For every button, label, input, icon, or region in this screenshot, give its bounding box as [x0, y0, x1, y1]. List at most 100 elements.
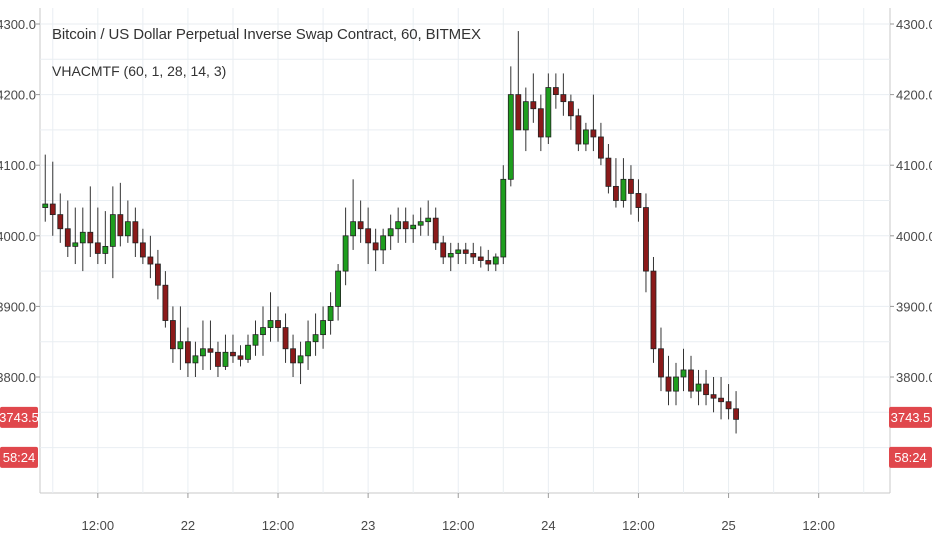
candle-body-down: [733, 408, 739, 420]
candle-body-down: [170, 320, 176, 350]
candle: [665, 355, 672, 406]
candle: [177, 306, 184, 370]
candle: [522, 87, 529, 152]
candle-body-down: [402, 221, 409, 230]
candle-body-down: [703, 383, 709, 396]
candle: [635, 179, 642, 222]
candle-body-down: [613, 185, 619, 201]
candle: [492, 253, 499, 272]
candle: [620, 158, 627, 208]
candle: [402, 207, 409, 243]
candle: [335, 264, 342, 321]
candle: [725, 384, 732, 420]
candle: [297, 341, 304, 385]
candle-body-up: [410, 224, 417, 230]
candle: [605, 144, 612, 194]
candle-body-down: [575, 115, 582, 145]
candle-body-down: [132, 221, 139, 244]
candle: [79, 207, 86, 272]
candle: [673, 362, 679, 406]
candle: [350, 179, 357, 250]
candle-body-up: [395, 221, 402, 230]
candle-body-up: [124, 221, 131, 237]
candle-body-down: [215, 351, 221, 367]
candle: [192, 341, 199, 377]
candle: [275, 306, 281, 342]
candle-body-up: [673, 376, 679, 392]
candle: [215, 341, 221, 377]
candle-body-down: [530, 101, 537, 110]
candle-body-down: [643, 207, 649, 272]
candle: [680, 348, 687, 392]
candle-body-up: [447, 253, 454, 258]
y-tick-label-left: 4300.0: [0, 17, 36, 32]
candle: [147, 235, 154, 279]
candle-body-down: [635, 193, 642, 208]
candle-body-down: [57, 214, 64, 230]
candle-body-up: [297, 355, 304, 364]
y-tick-label-right: 4300.0: [896, 17, 932, 32]
candle-body-up: [312, 334, 319, 343]
candle: [485, 249, 492, 272]
candle: [260, 306, 266, 356]
candle: [185, 327, 191, 377]
candle-body-down: [237, 355, 244, 360]
candle: [447, 242, 454, 272]
y-tick-label-left: 3900.0: [0, 299, 36, 314]
x-tick-label: 12:00: [622, 518, 655, 533]
candle: [710, 377, 717, 413]
candle-body-down: [485, 260, 492, 265]
candle: [170, 306, 176, 363]
candle-body-up: [500, 178, 507, 258]
candle-body-down: [477, 256, 484, 261]
candle: [477, 246, 484, 268]
x-axis: 12:00 22 12:00 23 12:00 24 12:00 25 12:00: [82, 493, 835, 533]
candle: [109, 186, 116, 279]
timer-badge-label: 58:24: [3, 450, 36, 465]
candle-body-up: [42, 203, 49, 208]
candle: [305, 320, 311, 370]
candle: [222, 334, 229, 370]
candle: [395, 207, 402, 243]
y-tick-label-left: 4100.0: [0, 158, 36, 173]
candle-body-down: [658, 348, 664, 378]
candle: [410, 214, 417, 243]
candle: [94, 207, 101, 265]
candle: [470, 242, 477, 265]
candle-body-down: [725, 401, 732, 410]
candle: [380, 228, 387, 265]
price-badges: 3743.5 58:24 3743.5 58:24: [0, 406, 932, 468]
candle-body-down: [710, 394, 717, 399]
candle: [507, 66, 514, 187]
candle-body-up: [417, 221, 424, 226]
candle-body-up: [425, 217, 432, 223]
candle-body-down: [147, 256, 154, 265]
candle-body-up: [260, 327, 266, 336]
candle: [139, 228, 146, 265]
candle: [500, 165, 507, 265]
candle: [590, 94, 597, 152]
candle: [695, 369, 702, 406]
candle: [102, 211, 109, 265]
candle-body-down: [275, 320, 281, 328]
candles-layer: [42, 31, 739, 434]
price-badge-label: 3743.5: [0, 410, 39, 425]
candle-body-down: [49, 203, 56, 216]
candle: [245, 334, 251, 363]
candle: [658, 327, 664, 392]
timer-badge-bg: [889, 446, 932, 468]
candle-body-down: [628, 178, 634, 194]
candle-body-up: [335, 270, 342, 307]
candle: [320, 306, 326, 349]
candle: [643, 193, 649, 293]
candle-body-up: [192, 355, 199, 364]
candle: [425, 200, 432, 236]
candle: [537, 94, 544, 152]
candle: [87, 186, 94, 257]
candle: [733, 391, 739, 434]
candle: [252, 320, 259, 356]
y-tick-label-right: 4100.0: [896, 158, 932, 173]
candle-body-up: [695, 383, 702, 392]
